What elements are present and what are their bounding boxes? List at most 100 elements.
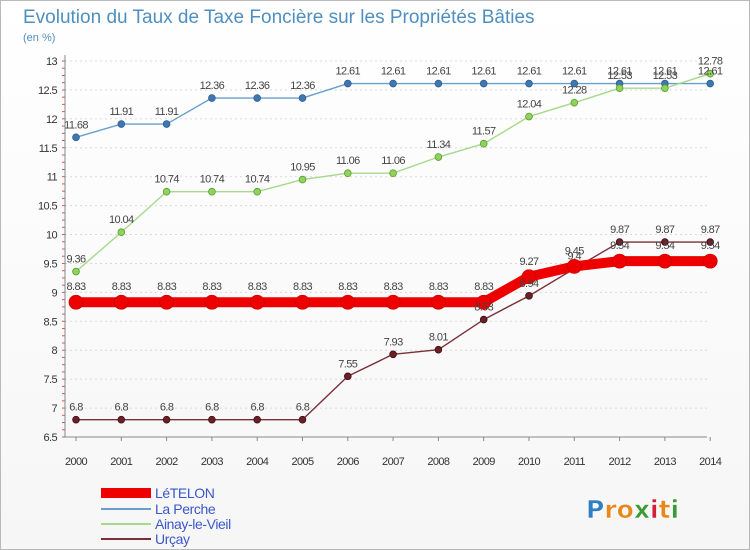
- x-tick-label: 2007: [382, 456, 405, 468]
- data-point: [253, 94, 262, 102]
- legend-label: La Perche: [155, 501, 216, 517]
- y-tick-label: 9: [51, 287, 57, 299]
- data-point: [249, 294, 265, 310]
- data-point: [159, 294, 175, 310]
- data-label: 10.74: [245, 174, 270, 186]
- data-point: [430, 294, 446, 310]
- data-label: 8.83: [293, 281, 312, 293]
- series-la-perche: [72, 79, 714, 142]
- legend-label: LéTELON: [155, 485, 214, 501]
- data-label: 6.8: [205, 402, 219, 414]
- data-label: 12.53: [653, 70, 678, 82]
- y-tick-label: 10: [46, 230, 58, 242]
- data-point: [72, 415, 80, 424]
- data-label: 9.36: [66, 254, 85, 266]
- y-tick-label: 8.5: [44, 316, 58, 328]
- x-tick-label: 2013: [654, 456, 677, 468]
- x-tick-label: 2003: [201, 456, 224, 468]
- data-point: [702, 253, 718, 269]
- data-label: 8.53: [474, 302, 493, 314]
- data-label: 11.34: [427, 139, 451, 151]
- data-point: [208, 187, 216, 196]
- data-label: 12.61: [698, 66, 723, 78]
- data-label: 11.57: [472, 126, 496, 138]
- data-label: 9.87: [701, 224, 720, 236]
- x-tick-label: 2012: [609, 456, 632, 468]
- x-tick-labels: 2000 2001 2002 2003 2004 2005 2006 2007 2008 2009…: [65, 437, 722, 468]
- data-point: [72, 267, 80, 276]
- x-tick-label: 2006: [337, 456, 360, 468]
- data-label: 12.61: [562, 66, 587, 78]
- x-tick-label: 2009: [473, 456, 496, 468]
- y-tick-label: 7: [51, 403, 57, 415]
- data-label: 12.04: [517, 99, 542, 111]
- series-ainay-le-vieil: [72, 69, 714, 276]
- data-labels: 8.83 8.83 8.83 8.83 8.83 8.83 8.83 8.83 8.83 8.83…: [64, 56, 723, 414]
- y-axis-unit-label: (en %): [23, 32, 55, 44]
- data-point: [343, 79, 352, 88]
- data-label: 6.8: [115, 402, 129, 414]
- data-label: 10.95: [290, 162, 315, 174]
- data-label: 8.83: [338, 281, 357, 293]
- data-label: 9.54: [610, 240, 629, 252]
- y-tick-label: 8: [51, 345, 57, 357]
- proxiti-logo-text: Proxiti: [586, 495, 679, 524]
- data-point: [298, 415, 307, 424]
- data-label: 12.61: [471, 66, 496, 78]
- data-point: [434, 153, 443, 161]
- data-label: 9.54: [701, 240, 720, 252]
- data-label: 12.61: [607, 66, 632, 78]
- data-label: 7.55: [338, 358, 357, 370]
- data-point: [657, 253, 673, 269]
- data-label: 8.83: [157, 281, 176, 293]
- legend-label: Urçay: [155, 531, 190, 547]
- data-label: 11.06: [336, 155, 360, 167]
- data-label: 12.36: [245, 80, 270, 92]
- data-point: [113, 294, 129, 310]
- data-point: [385, 294, 401, 310]
- data-point: [479, 315, 488, 324]
- data-label: 11.06: [381, 155, 405, 167]
- data-label: 9.54: [655, 240, 674, 252]
- data-label: 12.61: [426, 66, 451, 78]
- logo-letter: r: [604, 495, 617, 524]
- data-point: [521, 269, 537, 285]
- data-label: 9.87: [610, 224, 629, 236]
- series-ur-ay: [72, 238, 714, 424]
- legend-label: Ainay-le-Vieil: [155, 516, 231, 532]
- series-line: [76, 241, 711, 421]
- data-point: [661, 84, 669, 92]
- y-tick-label: 7.5: [44, 374, 58, 386]
- data-label: 12.61: [653, 66, 678, 78]
- data-label: 11.68: [64, 119, 88, 131]
- data-label: 11.91: [109, 106, 133, 118]
- data-point: [68, 294, 84, 310]
- data-point: [208, 415, 216, 424]
- data-label: 8.83: [248, 281, 267, 293]
- data-point: [706, 79, 714, 88]
- data-point: [162, 415, 171, 424]
- data-point: [253, 187, 262, 196]
- data-point: [343, 169, 352, 178]
- data-point: [389, 350, 397, 359]
- data-point: [343, 372, 352, 381]
- data-point: [479, 79, 488, 88]
- data-point: [298, 94, 307, 102]
- x-tick-label: 2005: [291, 456, 314, 468]
- data-label: 11.91: [155, 106, 179, 118]
- x-tick-label: 2002: [156, 456, 179, 468]
- y-tick-label: 11: [47, 172, 58, 184]
- data-label: 9.27: [519, 256, 538, 268]
- logo-letter: P: [586, 495, 604, 524]
- data-label: 8.94: [519, 278, 538, 290]
- data-point: [117, 415, 126, 424]
- data-point: [208, 94, 216, 102]
- data-label: 8.83: [202, 281, 221, 293]
- x-tick-label: 2004: [246, 456, 269, 468]
- data-point: [706, 238, 714, 246]
- y-tick-label: 10.5: [38, 201, 57, 213]
- data-point: [340, 294, 356, 310]
- series-group: [68, 69, 718, 424]
- data-point: [117, 228, 126, 237]
- data-point: [204, 294, 220, 310]
